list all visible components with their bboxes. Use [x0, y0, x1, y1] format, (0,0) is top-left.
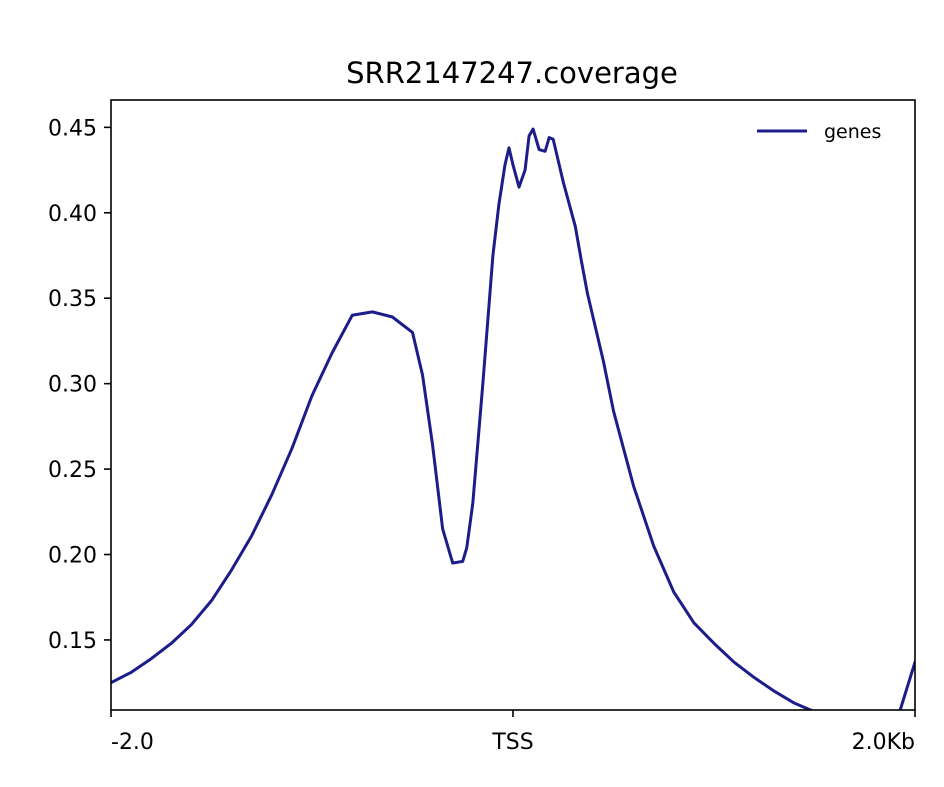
- x-tick-label: 2.0Kb: [852, 730, 915, 755]
- y-tick-label: 0.30: [48, 373, 97, 398]
- x-tick-label: TSS: [491, 730, 533, 755]
- chart-title: SRR2147247.coverage: [346, 56, 678, 90]
- y-tick-label: 0.40: [48, 202, 97, 227]
- y-tick-label: 0.45: [48, 116, 97, 141]
- y-tick-label: 0.25: [48, 458, 97, 483]
- x-tick-label: -2.0: [111, 730, 154, 755]
- legend: genes: [757, 121, 881, 143]
- y-tick-label: 0.35: [48, 287, 97, 312]
- y-tick-label: 0.20: [48, 544, 97, 569]
- series-line-genes: [111, 127, 915, 710]
- legend-label: genes: [824, 121, 881, 143]
- plot-area: [111, 127, 915, 710]
- axes: 0.15 0.20 0.25 0.30 0.35 0.40 0.45 -2.0 TSS 2.0Kb: [48, 99, 916, 755]
- y-tick-label: 0.15: [48, 629, 97, 654]
